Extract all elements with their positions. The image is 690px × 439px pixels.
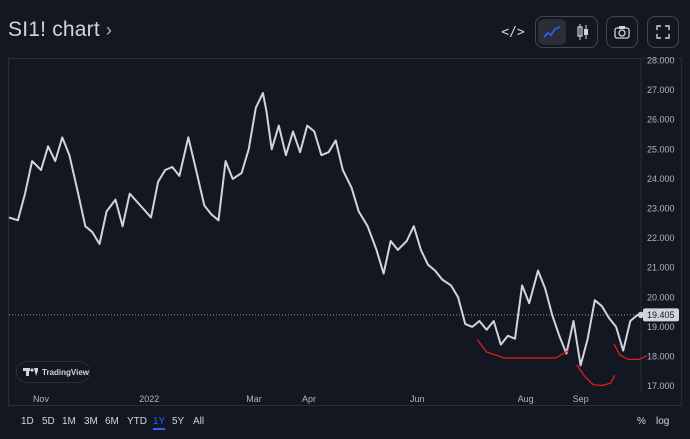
- y-tick-label: 21.000: [647, 263, 675, 273]
- last-price-marker: [637, 311, 645, 319]
- annotation-curve-3: [613, 343, 647, 361]
- chevron-right-icon: ›: [105, 19, 113, 40]
- snapshot-button[interactable]: [606, 16, 638, 48]
- range-3m[interactable]: 3M: [84, 416, 98, 427]
- tradingview-logo[interactable]: TradingView: [16, 361, 90, 383]
- chart-header: SI1! chart › </>: [0, 0, 690, 60]
- hand-drawn-annotations: [477, 339, 647, 387]
- y-tick-label: 22.000: [647, 233, 675, 243]
- range-1m[interactable]: 1M: [62, 416, 76, 427]
- camera-icon: [614, 26, 630, 39]
- candlestick-icon: [577, 24, 588, 40]
- tradingview-icon: [23, 368, 39, 376]
- chart-frame: [8, 58, 682, 406]
- chart-type-toggle: [535, 16, 598, 48]
- y-tick-label: 25.000: [647, 144, 675, 154]
- y-tick-label: 23.000: [647, 203, 675, 213]
- fullscreen-button[interactable]: [647, 16, 679, 48]
- range-1y[interactable]: 1Y: [153, 416, 166, 430]
- y-tick-label: 20.000: [647, 292, 675, 302]
- code-icon: </>: [501, 24, 525, 40]
- price-series-line: [8, 92, 642, 367]
- x-tick-label: Sep: [573, 394, 589, 404]
- x-tick-label: Apr: [302, 394, 316, 404]
- embed-button[interactable]: </>: [498, 16, 528, 48]
- range-5y[interactable]: 5Y: [172, 416, 185, 427]
- line-chart-icon: [543, 26, 561, 38]
- range-6m[interactable]: 6M: [105, 416, 119, 427]
- annotation-curve-1: [477, 339, 569, 359]
- y-tick-label: 19.000: [647, 322, 675, 332]
- range-ytd[interactable]: YTD: [127, 416, 147, 427]
- last-price-label: 19.405: [647, 310, 675, 320]
- annotation-curve-2: [576, 364, 616, 387]
- x-tick-label: Nov: [33, 394, 50, 404]
- y-tick-label: 28.000: [647, 55, 675, 65]
- x-tick-label: 2022: [139, 394, 159, 404]
- y-tick-label: 18.000: [647, 351, 675, 361]
- y-tick-label: 26.000: [647, 115, 675, 125]
- log-scale-toggle[interactable]: log: [656, 416, 670, 427]
- time-axis: Nov 2022 Mar Apr Jun Aug Sep: [33, 394, 589, 404]
- last-price-badge: 19.405: [643, 308, 679, 322]
- tradingview-label: TradingView: [42, 367, 89, 377]
- price-chart[interactable]: 28.000 27.000 26.000 25.000 24.000 23.000 22.0…: [0, 0, 690, 408]
- y-tick-label: 17.000: [647, 381, 675, 391]
- range-bar: 1D 5D 1M 3M 6M YTD 1Y 5Y All % log: [0, 408, 690, 438]
- candlestick-button[interactable]: [570, 19, 596, 45]
- percent-scale-toggle[interactable]: %: [637, 416, 646, 427]
- range-all[interactable]: All: [193, 416, 205, 427]
- x-tick-label: Jun: [410, 394, 425, 404]
- range-1d[interactable]: 1D: [21, 416, 34, 427]
- fullscreen-icon: [656, 25, 670, 39]
- y-tick-label: 24.000: [647, 174, 675, 184]
- chart-title[interactable]: SI1! chart ›: [8, 18, 112, 42]
- line-chart-button[interactable]: [538, 19, 566, 45]
- x-tick-label: Aug: [518, 394, 534, 404]
- chart-title-text: SI1! chart: [8, 18, 100, 41]
- x-tick-label: Mar: [246, 394, 262, 404]
- y-tick-label: 27.000: [647, 85, 675, 95]
- range-5d[interactable]: 5D: [42, 416, 55, 427]
- price-axis: 28.000 27.000 26.000 25.000 24.000 23.000 22.0…: [647, 55, 675, 391]
